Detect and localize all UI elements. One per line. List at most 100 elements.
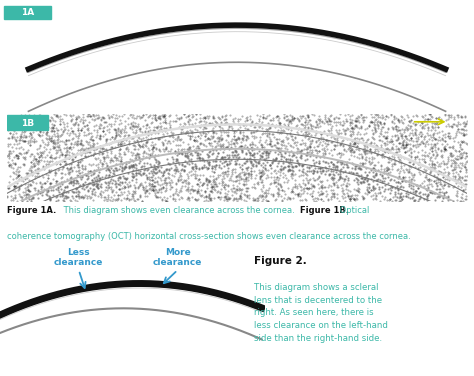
Point bbox=[197, 135, 204, 141]
Point bbox=[184, 188, 192, 194]
Point bbox=[112, 112, 120, 118]
Point bbox=[32, 180, 40, 186]
Point bbox=[232, 190, 239, 196]
Point bbox=[86, 142, 94, 148]
Point bbox=[193, 127, 201, 133]
Point bbox=[125, 138, 133, 144]
Point bbox=[445, 121, 452, 127]
Point bbox=[391, 132, 399, 138]
Point bbox=[68, 128, 75, 134]
Point bbox=[40, 166, 47, 172]
Point bbox=[161, 175, 168, 181]
Point bbox=[423, 138, 430, 144]
Point bbox=[146, 161, 154, 167]
Point bbox=[409, 113, 417, 119]
Point bbox=[271, 179, 279, 185]
Point bbox=[116, 186, 124, 192]
Point bbox=[275, 122, 283, 128]
Point bbox=[225, 155, 232, 161]
Point bbox=[358, 153, 366, 159]
Point bbox=[397, 163, 404, 169]
Point bbox=[12, 138, 19, 144]
Point bbox=[293, 139, 301, 145]
Point bbox=[294, 146, 301, 152]
Point bbox=[423, 176, 430, 182]
Point bbox=[420, 136, 428, 142]
Point bbox=[281, 149, 288, 155]
Point bbox=[243, 114, 251, 120]
Point bbox=[415, 159, 423, 165]
Point bbox=[203, 151, 210, 157]
Point bbox=[258, 119, 266, 125]
Point bbox=[72, 190, 80, 196]
Point bbox=[277, 156, 285, 162]
Point bbox=[325, 127, 333, 133]
Point bbox=[77, 146, 85, 152]
Point bbox=[305, 114, 312, 120]
Point bbox=[117, 158, 125, 164]
Point bbox=[218, 170, 226, 176]
Point bbox=[218, 113, 226, 119]
Point bbox=[306, 121, 313, 127]
Point bbox=[241, 160, 248, 166]
Point bbox=[428, 161, 436, 167]
Point bbox=[341, 112, 349, 118]
Point bbox=[176, 171, 183, 177]
Point bbox=[90, 141, 98, 147]
Point bbox=[73, 178, 80, 184]
Point bbox=[37, 157, 45, 163]
Point bbox=[214, 150, 222, 156]
Point bbox=[270, 158, 277, 164]
Point bbox=[217, 116, 224, 122]
Point bbox=[132, 172, 139, 178]
Point bbox=[142, 172, 150, 178]
Point bbox=[428, 159, 436, 165]
Point bbox=[355, 146, 362, 152]
Point bbox=[276, 169, 284, 175]
Point bbox=[295, 190, 303, 196]
Point bbox=[136, 124, 144, 130]
Point bbox=[179, 162, 186, 168]
Point bbox=[384, 159, 392, 165]
Point bbox=[319, 118, 326, 124]
Point bbox=[401, 174, 409, 180]
Point bbox=[18, 151, 25, 157]
Point bbox=[365, 189, 373, 195]
Point bbox=[51, 141, 58, 147]
Point bbox=[243, 134, 250, 140]
Point bbox=[19, 117, 27, 123]
Point bbox=[224, 165, 231, 171]
Point bbox=[30, 161, 37, 167]
Point bbox=[9, 160, 17, 166]
Point bbox=[54, 185, 62, 191]
Point bbox=[329, 161, 337, 167]
Point bbox=[355, 165, 363, 171]
Point bbox=[262, 130, 269, 136]
Point bbox=[362, 174, 370, 180]
Point bbox=[110, 171, 118, 177]
Point bbox=[149, 185, 156, 191]
Point bbox=[107, 176, 115, 182]
Point bbox=[417, 133, 425, 139]
Point bbox=[5, 135, 13, 141]
Point bbox=[393, 185, 401, 191]
Point bbox=[216, 141, 224, 147]
Point bbox=[314, 175, 321, 181]
Point bbox=[287, 148, 295, 154]
Point bbox=[343, 125, 351, 131]
Point bbox=[304, 119, 312, 125]
Point bbox=[325, 116, 332, 122]
Point bbox=[111, 181, 118, 187]
Point bbox=[59, 128, 67, 134]
Point bbox=[400, 168, 408, 174]
Point bbox=[15, 140, 23, 146]
Point bbox=[234, 186, 241, 192]
Point bbox=[217, 127, 224, 133]
Point bbox=[260, 190, 268, 196]
Point bbox=[256, 152, 264, 158]
Point bbox=[91, 127, 98, 133]
Point bbox=[324, 141, 332, 147]
Point bbox=[428, 148, 436, 154]
Point bbox=[48, 155, 55, 161]
Point bbox=[115, 132, 122, 138]
